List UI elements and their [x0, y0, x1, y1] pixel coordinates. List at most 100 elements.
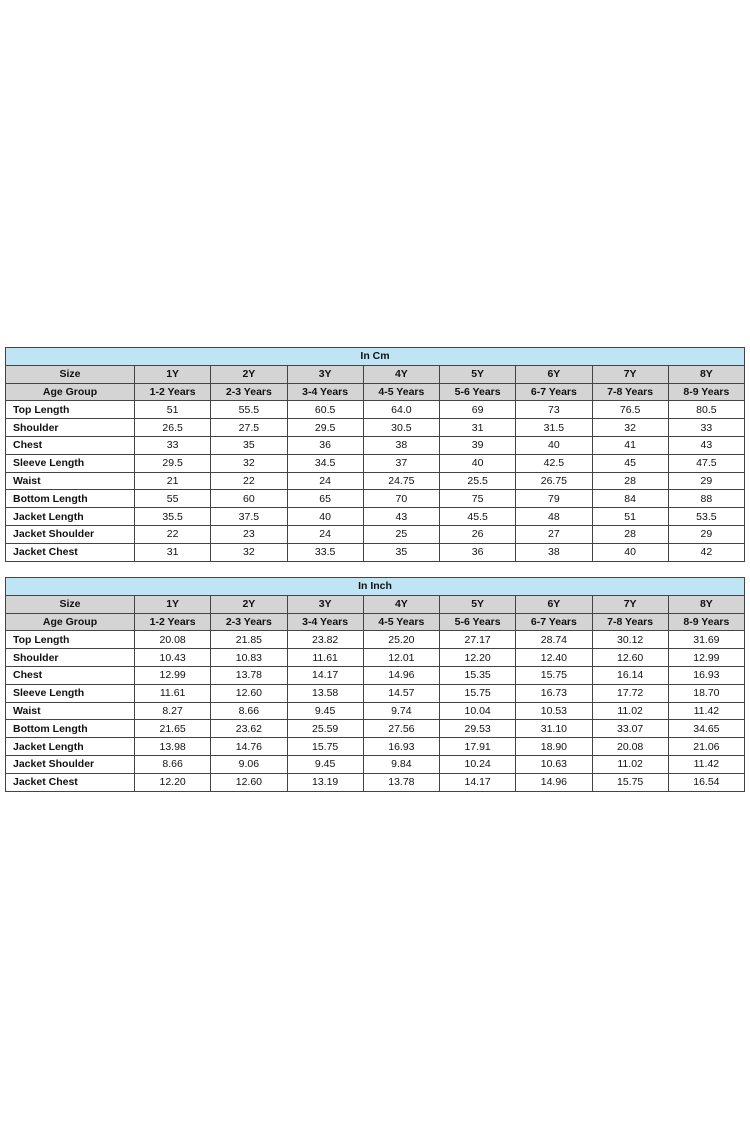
table-row: Jacket Shoulder 8.66 9.06 9.45 9.84 10.24 10.6…: [5, 754, 746, 774]
measurement-value: 34.5: [286, 453, 364, 473]
measurement-value: 60: [210, 489, 288, 509]
measurement-value: 76.5: [591, 400, 669, 420]
measurement-value: 15.75: [515, 665, 593, 685]
measurement-value: 13.58: [286, 683, 364, 703]
table-title: In Cm: [5, 347, 745, 366]
table-row: Jacket Chest 31 32 33.5 35 36 38 40 42: [5, 542, 746, 562]
age-group-cell: 6-7 Years: [515, 612, 593, 632]
measurement-value: 9.45: [286, 701, 364, 721]
age-group-header-row: Age Group 1-2 Years 2-3 Years 3-4 Years 4-5 …: [5, 612, 746, 632]
measurement-label: Jacket Chest: [5, 772, 135, 792]
measurement-value: 32: [591, 418, 669, 437]
measurement-value: 60.5: [286, 400, 364, 420]
measurement-value: 16.73: [515, 683, 593, 703]
measurement-value: 21.06: [667, 737, 746, 756]
size-header-cell: 1Y: [133, 594, 212, 614]
size-header-cell: 6Y: [515, 594, 593, 614]
measurement-value: 13.78: [362, 772, 441, 792]
measurement-value: 43: [362, 507, 441, 526]
measurement-value: 70: [362, 489, 441, 509]
measurement-value: 18.90: [515, 737, 593, 756]
measurement-value: 31.69: [667, 630, 746, 650]
size-header-cell: 5Y: [438, 594, 517, 614]
age-group-cell: 3-4 Years: [286, 612, 364, 632]
measurement-value: 45: [591, 453, 669, 473]
measurement-value: 16.14: [591, 665, 669, 685]
measurement-value: 15.75: [591, 772, 669, 792]
size-header-cell: 8Y: [667, 594, 746, 614]
measurement-value: 12.60: [210, 683, 288, 703]
table-row: Top Length 20.08 21.85 23.82 25.20 27.17 28.74…: [5, 630, 746, 650]
measurement-value: 47.5: [667, 453, 746, 473]
measurement-label: Jacket Chest: [5, 542, 135, 562]
table-row: Shoulder 10.43 10.83 11.61 12.01 12.20 12.40 12…: [5, 648, 746, 667]
age-group-label: Age Group: [5, 612, 135, 632]
measurement-label: Jacket Length: [5, 737, 135, 756]
measurement-value: 28: [591, 524, 669, 544]
table-row: Jacket Chest 12.20 12.60 13.19 13.78 14.17 14.…: [5, 772, 746, 792]
measurement-value: 65: [286, 489, 364, 509]
table-row: Top Length 51 55.5 60.5 64.0 69 73 76.5 80.5: [5, 400, 746, 420]
measurement-value: 20.08: [591, 737, 669, 756]
measurement-label: Sleeve Length: [5, 453, 135, 473]
size-label: Size: [5, 594, 135, 614]
measurement-value: 36: [286, 435, 364, 455]
measurement-value: 21.65: [133, 719, 212, 739]
table-row: Bottom Length 55 60 65 70 75 79 84 88: [5, 489, 746, 509]
measurement-value: 8.66: [133, 754, 212, 774]
measurement-value: 45.5: [438, 507, 517, 526]
measurement-value: 37.5: [210, 507, 288, 526]
measurement-value: 32: [210, 542, 288, 562]
measurement-value: 29: [667, 524, 746, 544]
measurement-value: 11.61: [286, 648, 364, 667]
age-group-cell: 6-7 Years: [515, 382, 593, 402]
measurement-value: 12.20: [133, 772, 212, 792]
measurement-value: 31: [438, 418, 517, 437]
measurement-label: Shoulder: [5, 648, 135, 667]
measurement-value: 43: [667, 435, 746, 455]
measurement-value: 55: [133, 489, 212, 509]
measurement-value: 23: [210, 524, 288, 544]
measurement-value: 41: [591, 435, 669, 455]
measurement-label: Bottom Length: [5, 489, 135, 509]
measurement-value: 21: [133, 471, 212, 491]
age-group-header-row: Age Group 1-2 Years 2-3 Years 3-4 Years 4-5 …: [5, 382, 746, 402]
measurement-value: 29.5: [133, 453, 212, 473]
measurement-value: 38: [362, 435, 441, 455]
age-group-cell: 8-9 Years: [667, 382, 746, 402]
measurement-value: 22: [133, 524, 212, 544]
age-group-cell: 5-6 Years: [438, 382, 517, 402]
measurement-value: 11.02: [591, 754, 669, 774]
measurement-value: 13.19: [286, 772, 364, 792]
size-chart-inch-table: In Inch Size 1Y 2Y 3Y 4Y 5Y 6Y 7Y 8Y Age Group 1-2 …: [5, 577, 746, 792]
age-group-cell: 1-2 Years: [133, 382, 212, 402]
measurement-label: Top Length: [5, 630, 135, 650]
measurement-value: 75: [438, 489, 517, 509]
measurement-value: 55.5: [210, 400, 288, 420]
table-row: Jacket Length 35.5 37.5 40 43 45.5 48 51 53.5: [5, 507, 746, 526]
measurement-value: 69: [438, 400, 517, 420]
measurement-value: 10.83: [210, 648, 288, 667]
measurement-value: 23.62: [210, 719, 288, 739]
measurement-value: 11.61: [133, 683, 212, 703]
measurement-value: 24: [286, 471, 364, 491]
measurement-value: 32: [210, 453, 288, 473]
measurement-value: 35.5: [133, 507, 212, 526]
measurement-value: 29: [667, 471, 746, 491]
measurement-value: 9.84: [362, 754, 441, 774]
size-header-cell: 2Y: [210, 364, 288, 384]
age-group-cell: 5-6 Years: [438, 612, 517, 632]
measurement-label: Jacket Shoulder: [5, 524, 135, 544]
size-header-cell: 4Y: [362, 364, 441, 384]
measurement-value: 42: [667, 542, 746, 562]
size-header-cell: 6Y: [515, 364, 593, 384]
age-group-cell: 2-3 Years: [210, 382, 288, 402]
age-group-cell: 1-2 Years: [133, 612, 212, 632]
measurement-label: Top Length: [5, 400, 135, 420]
measurement-value: 23.82: [286, 630, 364, 650]
measurement-label: Jacket Shoulder: [5, 754, 135, 774]
measurement-value: 14.96: [362, 665, 441, 685]
measurement-value: 80.5: [667, 400, 746, 420]
table-row: Sleeve Length 29.5 32 34.5 37 40 42.5 45 47.5: [5, 453, 746, 473]
measurement-value: 30.5: [362, 418, 441, 437]
